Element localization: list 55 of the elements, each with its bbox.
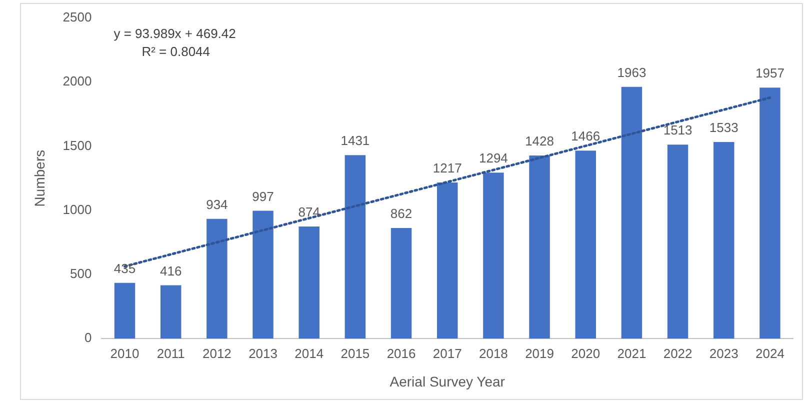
y-tick-label: 1000 xyxy=(62,202,92,217)
x-tick-label: 2013 xyxy=(248,346,278,361)
y-axis-title: Numbers xyxy=(31,150,48,207)
bar xyxy=(621,86,642,339)
x-tick-label: 2018 xyxy=(478,346,508,361)
x-tick-label: 2020 xyxy=(571,346,600,361)
y-tick-label: 500 xyxy=(70,266,92,282)
x-tick-label: 2010 xyxy=(110,346,140,361)
x-tick-label: 2023 xyxy=(709,346,738,361)
bar xyxy=(714,142,734,339)
data-label: 874 xyxy=(298,204,320,220)
data-label: 1513 xyxy=(663,122,692,138)
y-tick-label: 1500 xyxy=(62,138,92,153)
bar xyxy=(206,218,228,339)
x-tick-label: 2014 xyxy=(294,346,324,361)
annotation: R² = 0.8044 xyxy=(142,44,210,60)
bar xyxy=(298,226,320,339)
data-label: 934 xyxy=(206,196,228,212)
y-tick-label: 2000 xyxy=(62,74,92,89)
bar xyxy=(160,285,182,339)
data-label: 997 xyxy=(252,188,274,204)
y-tick-label: 2500 xyxy=(62,10,92,25)
data-label: 1431 xyxy=(340,133,370,148)
data-label: 1428 xyxy=(525,134,554,149)
bar xyxy=(252,210,274,339)
bar xyxy=(575,150,596,339)
data-label: 862 xyxy=(390,206,412,222)
annotation: y = 93.989x + 469.42 xyxy=(114,26,236,42)
y-tick-label: 0 xyxy=(84,330,92,346)
bar xyxy=(114,282,136,339)
x-tick-label: 2016 xyxy=(386,346,416,361)
bar xyxy=(760,88,780,339)
x-tick-label: 2019 xyxy=(525,346,554,361)
bar xyxy=(667,144,688,339)
x-tick-label: 2017 xyxy=(432,346,462,361)
bar xyxy=(344,155,366,339)
x-tick-label: 2022 xyxy=(663,346,692,361)
bar xyxy=(390,228,412,339)
x-tick-label: 2011 xyxy=(156,346,185,361)
data-label: 416 xyxy=(160,263,182,278)
data-label: 1294 xyxy=(478,150,508,166)
x-tick-label: 2024 xyxy=(755,346,784,361)
data-label: 1533 xyxy=(709,120,738,136)
data-label: 1466 xyxy=(571,128,600,144)
bar xyxy=(529,155,550,339)
x-tick-label: 2021 xyxy=(617,346,646,361)
bar xyxy=(483,172,504,339)
x-tick-label: 2015 xyxy=(340,346,370,361)
data-label: 1957 xyxy=(755,66,784,81)
data-label: 1217 xyxy=(432,160,462,176)
x-axis-title: Aerial Survey Year xyxy=(390,373,506,390)
data-label: 1963 xyxy=(617,64,646,80)
x-tick-label: 2012 xyxy=(202,346,232,361)
data-label: 435 xyxy=(114,260,136,276)
bar xyxy=(436,182,458,339)
